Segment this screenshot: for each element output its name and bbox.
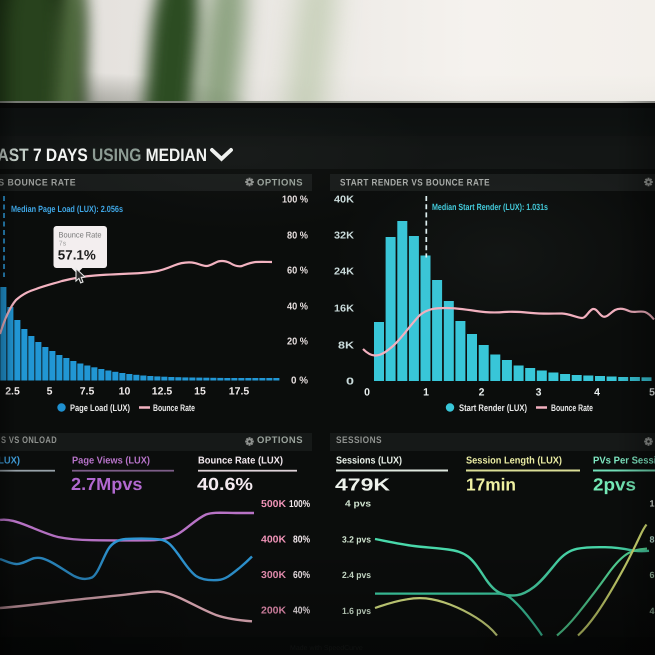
svg-text:1: 1 <box>650 499 655 509</box>
svg-text:12.5: 12.5 <box>152 386 173 398</box>
svg-text:Bounce Rate (LUX): Bounce Rate (LUX) <box>198 456 283 467</box>
svg-text:5: 5 <box>47 386 53 398</box>
svg-text:0 %: 0 % <box>291 376 308 387</box>
svg-text:1.6 pvs: 1.6 pvs <box>342 606 371 616</box>
svg-text:0: 0 <box>346 377 355 388</box>
svg-text:VS BOUNCE RATE: VS BOUNCE RATE <box>0 178 76 189</box>
svg-text:10: 10 <box>119 386 131 398</box>
svg-text:2.5: 2.5 <box>5 386 20 398</box>
svg-text:Start Render (LUX): Start Render (LUX) <box>459 403 527 414</box>
svg-text:START RENDER VS BOUNCE RATE: START RENDER VS BOUNCE RATE <box>340 178 490 189</box>
svg-text:Median Page Load (LUX): 2.056s: Median Page Load (LUX): 2.056s <box>11 204 123 214</box>
svg-text:LAST 7 DAYS USING MEDIAN: LAST 7 DAYS USING MEDIAN <box>0 145 207 165</box>
svg-text:Made with SpeedCurve: Made with SpeedCurve <box>290 644 363 652</box>
svg-text:80%: 80% <box>293 535 310 546</box>
svg-text:17min: 17min <box>466 475 516 495</box>
svg-text:16K: 16K <box>334 304 355 315</box>
svg-text:8K: 8K <box>338 341 355 352</box>
svg-text:Sessions (LUX): Sessions (LUX) <box>336 456 402 467</box>
svg-text:60 %: 60 % <box>287 266 308 277</box>
svg-text:OPTIONS: OPTIONS <box>257 435 303 446</box>
svg-text:(LUX): (LUX) <box>0 456 20 467</box>
svg-text:40%: 40% <box>293 606 310 617</box>
svg-text:6: 6 <box>650 570 655 580</box>
svg-text:Bounce Rate: Bounce Rate <box>551 403 593 414</box>
svg-text:1: 1 <box>423 387 429 399</box>
svg-text:2.7Mpvs: 2.7Mpvs <box>71 474 143 494</box>
svg-text:4: 4 <box>650 606 655 616</box>
svg-text:17.5: 17.5 <box>229 386 250 398</box>
svg-text:2.4 pvs: 2.4 pvs <box>342 570 371 580</box>
svg-text:15: 15 <box>194 386 206 398</box>
svg-text:7s: 7s <box>59 241 67 248</box>
svg-text:4 pvs: 4 pvs <box>345 499 371 509</box>
svg-text:479K: 479K <box>335 475 390 495</box>
svg-text:57.1%: 57.1% <box>58 248 96 263</box>
svg-text:2pvs: 2pvs <box>593 475 636 495</box>
svg-text:80 %: 80 % <box>287 231 308 242</box>
svg-text:400K: 400K <box>261 535 287 546</box>
svg-text:Bounce Rate: Bounce Rate <box>59 231 103 240</box>
svg-text:60%: 60% <box>293 570 310 581</box>
svg-text:8: 8 <box>650 535 655 545</box>
svg-text:2: 2 <box>479 387 485 399</box>
svg-text:100%: 100% <box>289 499 310 510</box>
svg-text:PVs Per Session (LUX): PVs Per Session (LUX) <box>593 456 655 467</box>
svg-text:Session Length (LUX): Session Length (LUX) <box>466 456 562 467</box>
svg-text:OPTIONS: OPTIONS <box>257 178 303 189</box>
svg-text:S VS ONLOAD: S VS ONLOAD <box>1 435 57 446</box>
svg-text:5: 5 <box>649 387 655 399</box>
svg-text:Bounce Rate: Bounce Rate <box>153 403 195 414</box>
svg-text:Page Views (LUX): Page Views (LUX) <box>72 456 150 467</box>
svg-text:40 %: 40 % <box>287 302 308 313</box>
svg-text:Page Load (LUX): Page Load (LUX) <box>70 403 130 414</box>
svg-text:40K: 40K <box>334 195 355 206</box>
svg-text:0: 0 <box>364 387 370 399</box>
svg-text:300K: 300K <box>261 570 287 581</box>
svg-text:200K: 200K <box>261 606 287 617</box>
svg-text:3.2 pvs: 3.2 pvs <box>342 535 371 545</box>
svg-text:32K: 32K <box>334 231 355 242</box>
svg-text:24K: 24K <box>334 267 355 278</box>
svg-text:20 %: 20 % <box>287 337 308 348</box>
svg-text:500K: 500K <box>261 499 287 510</box>
svg-text:4: 4 <box>594 387 600 399</box>
svg-text:3: 3 <box>536 387 542 399</box>
svg-text:Median Start Render (LUX): 1.0: Median Start Render (LUX): 1.031s <box>432 202 548 212</box>
svg-text:SESSIONS: SESSIONS <box>336 435 382 446</box>
svg-text:40.6%: 40.6% <box>197 474 253 494</box>
svg-text:7.5: 7.5 <box>80 386 95 398</box>
svg-text:100 %: 100 % <box>282 195 308 206</box>
